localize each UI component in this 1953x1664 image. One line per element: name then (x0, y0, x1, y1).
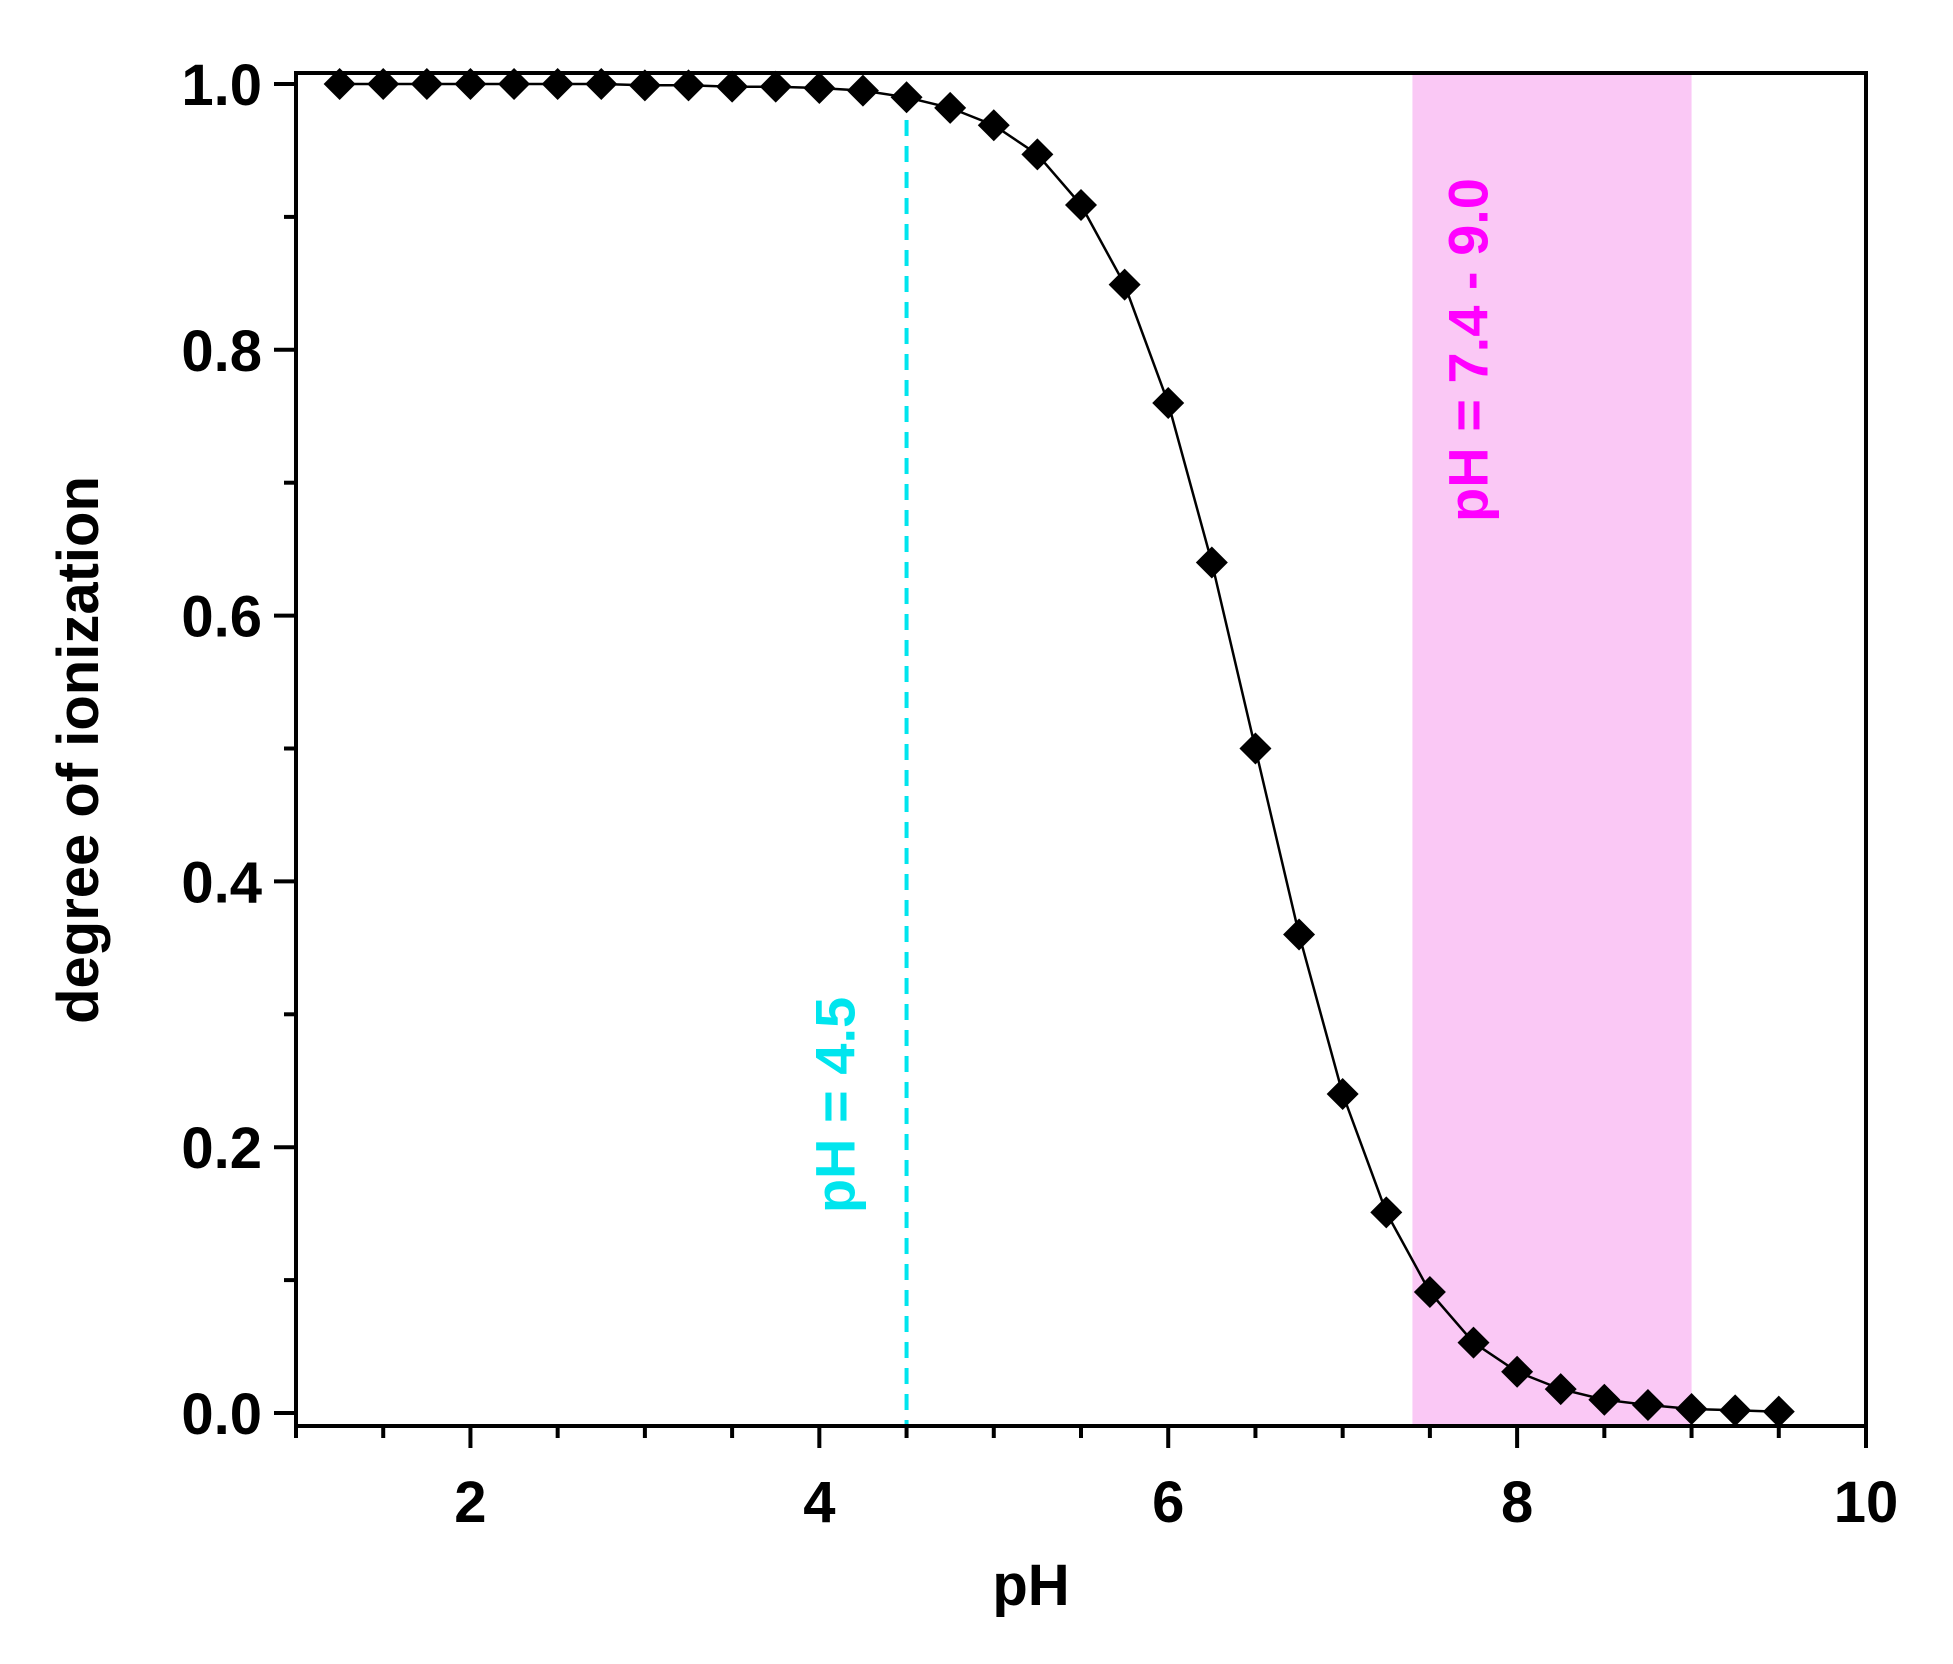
data-point (323, 68, 356, 100)
data-point (977, 109, 1010, 142)
data-point (759, 70, 792, 103)
data-point (498, 68, 531, 100)
reference-line-label: pH = 4.5 (804, 997, 867, 1213)
data-point (1501, 1355, 1534, 1388)
y-tick-label: 0.8 (181, 319, 262, 384)
data-point (1283, 918, 1316, 951)
data-point (454, 68, 487, 100)
x-axis-title: pH (992, 1553, 1069, 1618)
ph-range-highlight (1412, 73, 1692, 1426)
y-tick-label: 0.4 (181, 850, 262, 915)
data-point (1195, 546, 1228, 579)
y-tick-label: 0.6 (181, 585, 262, 650)
data-point (1239, 732, 1272, 765)
data-point (1370, 1196, 1403, 1229)
x-tick-label: 2 (454, 1470, 486, 1535)
data-point (1065, 188, 1097, 221)
data-point (1457, 1326, 1490, 1359)
highlight-layer (1412, 73, 1692, 1426)
data-point (541, 68, 574, 100)
data-point (716, 70, 749, 103)
data-point (1588, 1383, 1621, 1416)
data-point (890, 81, 923, 114)
y-tick-label: 0.2 (181, 1116, 262, 1181)
data-point (1762, 1395, 1795, 1428)
x-tick-label: 4 (803, 1470, 835, 1535)
y-tick-label: 1.0 (181, 53, 262, 118)
data-point (1631, 1389, 1664, 1422)
data-point (1719, 1394, 1752, 1427)
data-point (1544, 1373, 1577, 1406)
data-point (1413, 1276, 1446, 1309)
data-point (1021, 138, 1054, 171)
data-point (803, 71, 836, 104)
data-point (1108, 268, 1141, 301)
data-point (410, 68, 443, 100)
y-tick-label: 0.0 (181, 1382, 262, 1447)
y-axis-title: degree of ionization (46, 476, 111, 1024)
data-point (934, 91, 967, 124)
ph-range-label: pH = 7.4 - 9.0 (1436, 178, 1499, 522)
data-point (672, 69, 705, 102)
data-point (1152, 386, 1185, 419)
x-tick-label: 6 (1152, 1470, 1184, 1535)
data-point (585, 68, 618, 100)
axes-layer: 2 4 6 8 10 0.0 0.2 0.4 0.6 0.8 1.0 (181, 53, 1898, 1535)
data-point (1675, 1393, 1708, 1426)
data-point (628, 69, 661, 102)
data-point (846, 74, 879, 107)
x-tick-label: 8 (1501, 1470, 1533, 1535)
x-tick-label: 10 (1834, 1470, 1899, 1535)
data-point (1326, 1078, 1359, 1111)
series-line (339, 82, 1779, 1413)
data-point (367, 68, 400, 100)
labels-layer: pH = 4.5 pH = 7.4 - 9.0 pH degree of ioniza… (46, 178, 1499, 1618)
series-layer (323, 68, 1795, 1428)
